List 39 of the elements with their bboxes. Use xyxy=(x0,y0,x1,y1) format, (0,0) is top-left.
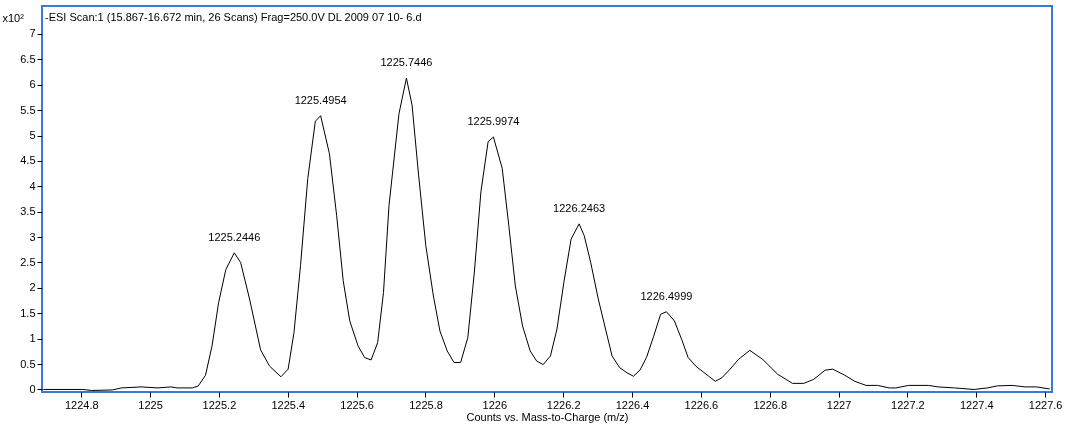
y-tick-label: 7 xyxy=(29,27,36,40)
y-tick-label: 6.5 xyxy=(20,52,36,65)
x-tick-label: 1226 xyxy=(482,398,508,411)
y-tick-label: 4 xyxy=(29,179,36,192)
x-axis-title: Counts vs. Mass-to-Charge (m/z) xyxy=(466,410,629,423)
y-axis-title: x10² xyxy=(2,11,25,24)
annotation: 1226.2463 xyxy=(553,201,606,214)
x-tick-label: 1224.8 xyxy=(64,398,99,411)
y-tick-label: 1.5 xyxy=(20,306,36,319)
x-tick-label: 1226.6 xyxy=(684,398,719,411)
x-tick-label: 1225.8 xyxy=(409,398,443,411)
y-tick-label: 5 xyxy=(29,129,36,142)
annotation: 1225.7446 xyxy=(380,56,433,69)
y-tick-label: 0.5 xyxy=(20,357,36,370)
chart-title: -ESI Scan:1 (15.867-16.672 min, 26 Scans) Frag=250.0V DL 2009 07 10- 6.d xyxy=(45,11,422,23)
y-tick-label: 0 xyxy=(29,382,36,395)
y-tick-label: 2.5 xyxy=(20,255,36,268)
annotation: 1225.9974 xyxy=(467,115,520,128)
x-tick-label: 1226.4 xyxy=(615,398,650,411)
x-tick-label: 1226.2 xyxy=(546,398,581,411)
y-tick-label: 2 xyxy=(29,281,36,294)
x-tick-label: 1227 xyxy=(826,398,852,411)
annotation: 1225.4954 xyxy=(294,93,347,106)
annotation: 1225.2446 xyxy=(208,230,261,243)
y-tick-label: 5.5 xyxy=(20,103,36,116)
x-tick-label: 1225.2 xyxy=(202,398,237,411)
y-tick-label: 6 xyxy=(29,78,36,91)
y-tick-label: 4.5 xyxy=(20,154,36,167)
x-tick-label: 1227.6 xyxy=(1028,398,1063,411)
x-tick-label: 1225.4 xyxy=(271,398,306,411)
annotation: 1226.4999 xyxy=(640,289,693,302)
x-tick-label: 1225 xyxy=(138,398,163,411)
y-tick-label: 1 xyxy=(29,332,36,345)
y-tick-label: 3 xyxy=(29,230,36,243)
x-tick-label: 1227.2 xyxy=(891,398,925,411)
x-tick-label: 1227.4 xyxy=(959,398,994,411)
x-tick-label: 1225.6 xyxy=(340,398,374,411)
x-tick-label: 1226.8 xyxy=(753,398,788,411)
y-tick-label: 3.5 xyxy=(20,205,36,218)
